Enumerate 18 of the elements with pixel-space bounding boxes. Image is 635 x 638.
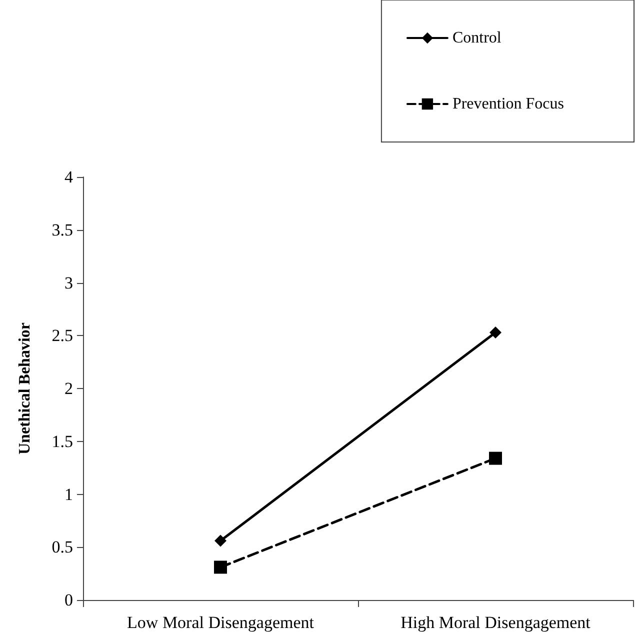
y-tick-label: 4: [64, 168, 74, 186]
point: [214, 560, 227, 574]
point: [489, 452, 502, 465]
point: [490, 326, 502, 338]
y-axis-title: Unethical Behavior: [16, 322, 34, 454]
point: [214, 534, 226, 547]
x-tick-label: Low Moral Disengagement: [127, 613, 314, 632]
x-tick-label: High Moral Disengagement: [400, 613, 591, 632]
y-tick-label: 2: [64, 379, 73, 398]
legend-label: Control: [452, 30, 502, 46]
y-tick-label: 2.5: [52, 326, 73, 346]
y-tick-label: 0.5: [52, 538, 73, 557]
y-tick-label: 3: [64, 273, 73, 292]
y-tick-label: 3.5: [52, 220, 73, 240]
y-tick-label: 1.5: [52, 432, 73, 451]
legend-label: Prevention Focus: [452, 96, 564, 112]
y-tick-label: 1: [64, 484, 73, 504]
y-tick-label: 0: [64, 590, 73, 610]
